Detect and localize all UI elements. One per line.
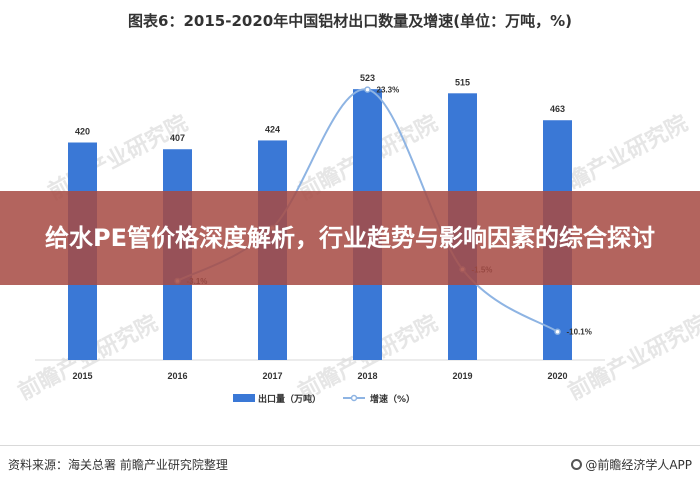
brand-logo-icon	[571, 459, 583, 470]
legend-line-label: 增速（%）	[370, 393, 415, 405]
bar-value-label: 420	[75, 127, 90, 137]
brand-text: @前瞻经济学人APP	[585, 458, 692, 472]
line-value-label: 23.3%	[377, 86, 400, 95]
banner-title: 给水PE管价格深度解析，行业趋势与影响因素的综合探讨	[45, 224, 655, 252]
x-tick-label: 2015	[72, 371, 92, 381]
line-point	[364, 86, 371, 93]
footer: 资料来源：海关总署 前瞻产业研究院整理 @前瞻经济学人APP	[0, 445, 700, 482]
bar-value-label: 463	[550, 104, 565, 114]
bar-value-label: 523	[360, 73, 375, 83]
legend-bar-label: 出口量（万吨）	[258, 393, 321, 405]
x-tick-label: 2016	[167, 371, 187, 381]
x-tick-label: 2018	[357, 371, 377, 381]
title-banner: 给水PE管价格深度解析，行业趋势与影响因素的综合探讨	[0, 191, 700, 285]
x-tick-label: 2020	[547, 371, 567, 381]
chart-title: 图表6：2015-2020年中国铝材出口数量及增速(单位：万吨，%)	[128, 12, 572, 30]
bar-value-label: 407	[170, 133, 185, 143]
line-point	[554, 328, 561, 335]
x-tick-label: 2019	[452, 371, 472, 381]
line-value-label: -10.1%	[567, 328, 592, 337]
legend-line-marker	[350, 394, 358, 402]
x-tick-label: 2017	[262, 371, 282, 381]
data-source: 资料来源：海关总署 前瞻产业研究院整理	[8, 458, 228, 472]
bar-value-label: 424	[265, 124, 280, 134]
brand-credit: @前瞻经济学人APP	[571, 456, 692, 473]
legend-bar-swatch	[233, 394, 255, 402]
bar-value-label: 515	[455, 77, 470, 87]
